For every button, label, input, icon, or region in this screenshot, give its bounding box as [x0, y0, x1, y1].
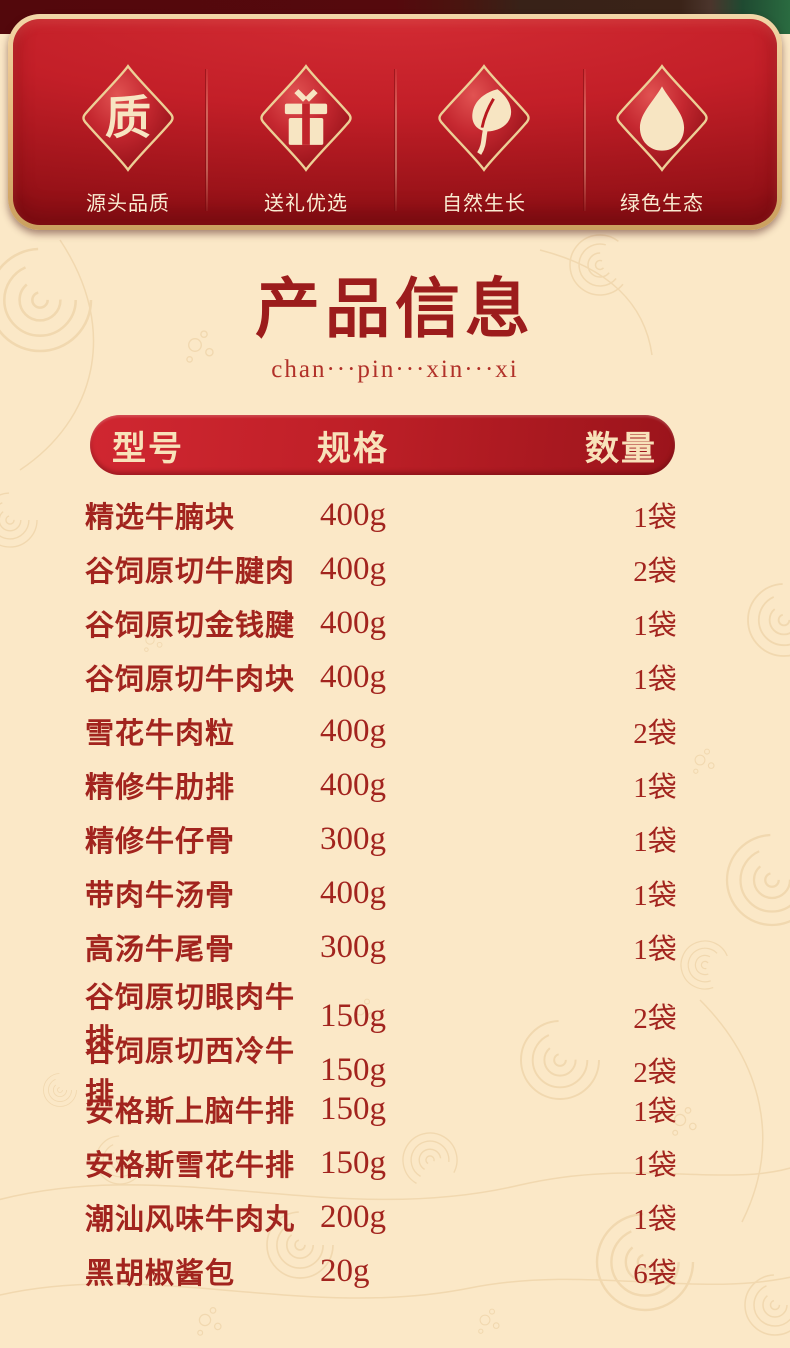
feature-banner: 质 源头品质 — [8, 14, 782, 230]
divider — [205, 69, 208, 211]
table-row: 高汤牛尾骨 300g 1袋 — [85, 920, 710, 974]
product-name: 谷饲原切牛腱肉 — [85, 556, 296, 588]
table-row: 谷饲原切西冷牛排 150g 2袋 — [85, 1028, 710, 1110]
leaf-icon — [438, 64, 530, 172]
product-quantity: 1袋 — [633, 880, 677, 912]
table-row: 安格斯雪花牛排 150g 1袋 — [85, 1136, 710, 1190]
product-quantity: 1袋 — [633, 934, 677, 966]
product-spec: 400g — [320, 550, 386, 587]
header-quantity: 数量 — [585, 430, 657, 468]
diamond-ornament-right — [563, 296, 581, 310]
product-spec: 400g — [320, 496, 386, 533]
product-quantity: 1袋 — [633, 1204, 677, 1236]
product-spec: 400g — [320, 874, 386, 911]
table-row: 谷饲原切眼肉牛排 150g 2袋 — [85, 974, 710, 1056]
feature-natural-growth: 自然生长 — [395, 63, 573, 225]
table-row: 雪花牛肉粒 400g 2袋 — [85, 704, 710, 758]
table-row: 谷饲原切牛肉块 400g 1袋 — [85, 650, 710, 704]
quality-badge-icon: 质 — [82, 64, 174, 172]
table-row: 安格斯上脑牛排 150g 1袋 — [85, 1082, 710, 1136]
product-spec: 400g — [320, 604, 386, 641]
table-row: 精修牛肋排 400g 1袋 — [85, 758, 710, 812]
feature-gift-choice: 送礼优选 — [217, 63, 395, 225]
table-row: 带肉牛汤骨 400g 1袋 — [85, 866, 710, 920]
product-spec: 400g — [320, 658, 386, 695]
feature-label: 绿色生态 — [620, 193, 704, 215]
product-name: 谷饲原切金钱腱 — [85, 610, 296, 642]
product-table: 型号 规格 数量 精选牛腩块 400g 1袋 谷饲原切牛腱肉 400g 2袋 谷… — [0, 415, 790, 1298]
feature-green-ecology: 绿色生态 — [573, 63, 751, 225]
product-spec: 150g — [320, 997, 386, 1034]
product-name: 精选牛腩块 — [85, 502, 236, 534]
table-row: 谷饲原切金钱腱 400g 1袋 — [85, 596, 710, 650]
product-spec: 150g — [320, 1090, 386, 1127]
product-quantity: 1袋 — [633, 664, 677, 696]
product-name: 谷饲原切西冷牛排 — [85, 1036, 296, 1110]
diamond-ornament-left — [209, 296, 227, 310]
product-name: 安格斯雪花牛排 — [85, 1150, 296, 1182]
product-name: 安格斯上脑牛排 — [85, 1096, 296, 1128]
product-spec: 300g — [320, 928, 386, 965]
product-spec: 200g — [320, 1198, 386, 1235]
divider — [395, 69, 397, 211]
product-spec: 300g — [320, 820, 386, 857]
section-subtitle: chan···pin···xin···xi — [271, 356, 519, 383]
product-spec: 400g — [320, 712, 386, 749]
table-row: 精选牛腩块 400g 1袋 — [85, 488, 710, 542]
feature-label: 源头品质 — [86, 193, 170, 215]
product-spec: 400g — [320, 766, 386, 803]
product-name: 雪花牛肉粒 — [85, 718, 236, 750]
product-quantity: 1袋 — [633, 502, 677, 534]
product-name: 潮汕风味牛肉丸 — [85, 1204, 296, 1236]
product-name: 带肉牛汤骨 — [85, 880, 236, 912]
product-name: 精修牛仔骨 — [85, 826, 236, 858]
product-quantity: 2袋 — [633, 1057, 677, 1089]
gift-icon — [260, 64, 352, 172]
product-quantity: 1袋 — [633, 610, 677, 642]
table-header: 型号 规格 数量 — [90, 415, 675, 475]
product-table-body: 精选牛腩块 400g 1袋 谷饲原切牛腱肉 400g 2袋 谷饲原切金钱腱 40… — [85, 488, 710, 1298]
table-row: 谷饲原切牛腱肉 400g 2袋 — [85, 542, 710, 596]
table-row: 潮汕风味牛肉丸 200g 1袋 — [85, 1190, 710, 1244]
product-quantity: 2袋 — [633, 556, 677, 588]
product-quantity: 1袋 — [633, 1150, 677, 1182]
feature-label: 自然生长 — [442, 193, 526, 215]
feature-source-quality: 质 源头品质 — [39, 63, 217, 225]
product-name: 谷饲原切牛肉块 — [85, 664, 296, 696]
feature-label: 送礼优选 — [264, 193, 348, 215]
divider — [584, 69, 587, 211]
product-spec: 150g — [320, 1051, 386, 1088]
product-name: 高汤牛尾骨 — [85, 934, 236, 966]
product-name: 精修牛肋排 — [85, 772, 236, 804]
feature-banner-panel: 质 源头品质 — [13, 19, 777, 225]
header-spec: 规格 — [317, 430, 389, 468]
water-drop-icon — [616, 64, 708, 172]
product-quantity: 1袋 — [633, 826, 677, 858]
product-quantity: 1袋 — [633, 1096, 677, 1128]
product-name: 黑胡椒酱包 — [85, 1258, 236, 1290]
product-spec: 150g — [320, 1144, 386, 1181]
product-quantity: 6袋 — [633, 1258, 677, 1290]
quality-character: 质 — [105, 92, 151, 143]
page-title: 产品信息 — [254, 274, 535, 346]
product-quantity: 2袋 — [633, 1003, 677, 1035]
product-name: 谷饲原切眼肉牛排 — [85, 982, 296, 1056]
section-title-block: 产品信息 chan···pin···xin···xi — [0, 256, 790, 384]
product-quantity: 2袋 — [633, 718, 677, 750]
table-row: 精修牛仔骨 300g 1袋 — [85, 812, 710, 866]
product-quantity: 1袋 — [633, 772, 677, 804]
table-row: 黑胡椒酱包 20g 6袋 — [85, 1244, 710, 1298]
header-model: 型号 — [112, 430, 184, 468]
product-spec: 20g — [320, 1252, 370, 1289]
